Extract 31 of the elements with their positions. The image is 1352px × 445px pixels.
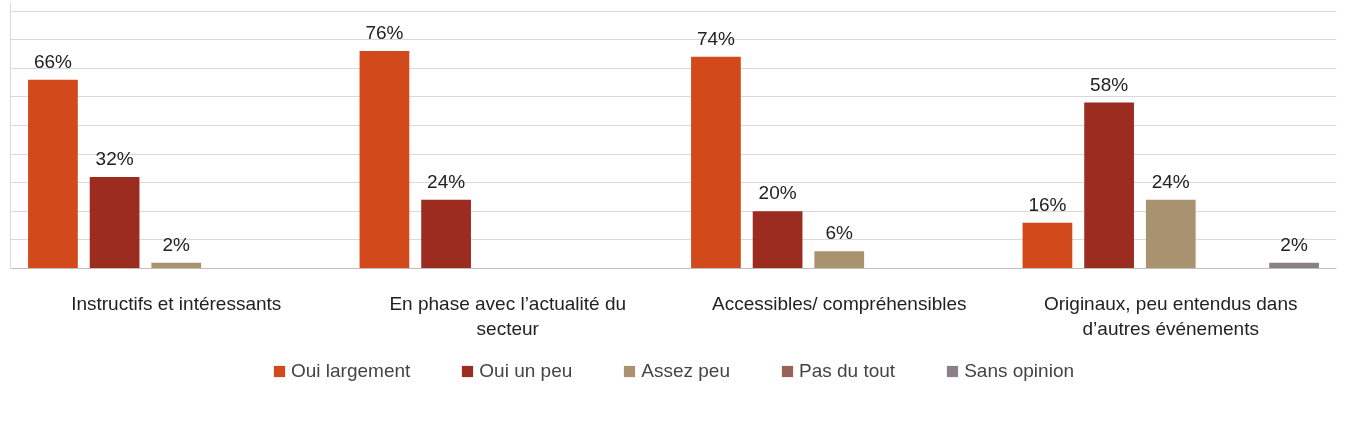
x-tick-label: Accessibles/ compréhensibles bbox=[712, 292, 967, 314]
bar bbox=[421, 199, 471, 269]
x-tick-label: Originaux, peu entendus dans d’autres événements bbox=[1043, 292, 1298, 339]
legend-label: Assez peu bbox=[641, 360, 731, 382]
bar bbox=[752, 211, 803, 269]
bar bbox=[1022, 222, 1073, 269]
bar bbox=[814, 251, 865, 269]
bar bbox=[1084, 102, 1134, 269]
bar bbox=[89, 176, 140, 269]
legend-label: Oui largement bbox=[290, 360, 411, 382]
legend-label: Oui un peu bbox=[479, 360, 573, 382]
data-label: 58% bbox=[1090, 73, 1129, 95]
bar bbox=[691, 56, 741, 269]
data-label: 32% bbox=[95, 147, 134, 169]
legend-label: Sans opinion bbox=[964, 360, 1075, 382]
bar bbox=[359, 51, 410, 269]
data-label: 2% bbox=[1280, 233, 1308, 255]
data-label: 6% bbox=[825, 222, 854, 244]
bar bbox=[28, 79, 78, 269]
data-label: 24% bbox=[1151, 170, 1190, 192]
data-label: 2% bbox=[162, 233, 191, 255]
x-tick-label: Instructifs et intéressants bbox=[71, 292, 282, 314]
legend-label: Pas du tout bbox=[799, 360, 896, 382]
data-label: 24% bbox=[427, 170, 466, 192]
data-label: 76% bbox=[365, 22, 404, 44]
data-label: 20% bbox=[758, 182, 797, 204]
x-tick-label: En phase avec l’actualité du secteur bbox=[389, 292, 627, 339]
bar bbox=[1145, 199, 1196, 269]
data-label: 66% bbox=[33, 50, 73, 72]
data-label: 74% bbox=[696, 27, 736, 49]
data-label: 16% bbox=[1028, 193, 1067, 215]
